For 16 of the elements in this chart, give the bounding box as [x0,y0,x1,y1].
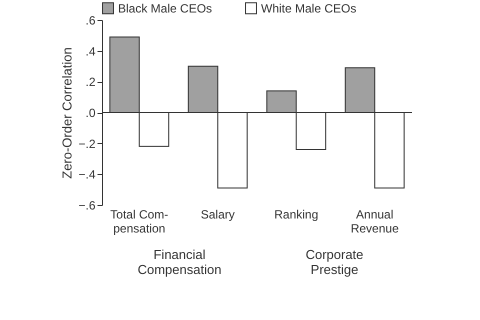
text: Financial Compensation [138,247,222,277]
y-tick-label: −.4 [78,168,96,182]
y-tick-label: −.6 [78,198,96,212]
legend-label: White Male CEOs [261,1,356,16]
y-tick-label: −.2 [78,136,96,151]
y-tick-label: .6 [85,14,96,28]
legend-label: Black Male CEOs [118,1,212,16]
text: Corporate Prestige [306,247,364,277]
x-tick-label: Annual Revenue [350,208,400,236]
y-tick-label: .4 [85,44,96,58]
x-tick-label: Ranking [274,208,318,222]
x-tick-label: Salary [200,208,235,222]
y-axis-title: Zero-Order Correlation [59,47,74,179]
y-tick-label: .2 [85,75,96,90]
y-tick-label: .0 [85,106,96,120]
x-tick-label: Total Com- pensation [110,208,168,236]
